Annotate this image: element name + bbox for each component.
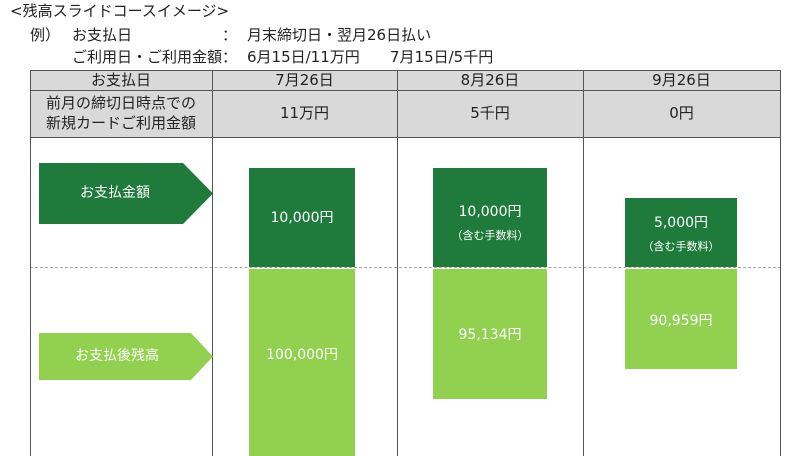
col-border <box>397 70 398 456</box>
row-header-usage: 前月の締切日時点での 新規カードご利用金額 <box>30 93 212 133</box>
header-row-dates <box>30 70 781 91</box>
usage-cell-aug: 5千円 <box>470 104 510 122</box>
payment-date-value: 月末締切日・翌月26日払い <box>247 26 432 44</box>
payment-row-label: お支払金額 <box>39 163 213 224</box>
usage-label: ご利用日・ご利用金額 <box>72 48 223 66</box>
payment-note-aug: （含む手数料） <box>451 229 529 242</box>
page-title: <残高スライドコースイメージ> <box>10 2 230 20</box>
balance-amount-jul: 100,000円 <box>266 347 338 363</box>
payment-row-label-text: お支払金額 <box>80 185 150 201</box>
payment-box-jul: 10,000円 <box>249 168 355 267</box>
date-cell-jul: 7月26日 <box>275 71 334 89</box>
col-border <box>583 70 584 456</box>
payment-amount-aug: 10,000円 <box>458 204 522 220</box>
row-header-usage-line2: 新規カードご利用金額 <box>45 114 196 132</box>
balance-box-jul: 100,000円 <box>249 269 355 456</box>
row-divider <box>30 267 781 268</box>
balance-amount-aug: 95,134円 <box>458 327 522 343</box>
payment-date-label: お支払日 <box>72 26 133 44</box>
payment-amount-sep: 5,000円 <box>653 215 709 231</box>
col-border <box>212 70 213 456</box>
payment-note-sep: （含む手数料） <box>642 240 720 253</box>
usage-value-2: 7月15日/5千円 <box>390 48 494 66</box>
usage-value-1: 6月15日/11万円 <box>247 48 360 66</box>
payment-box-aug: 10,000円 （含む手数料） <box>433 168 547 267</box>
usage-cell-jul: 11万円 <box>279 104 330 122</box>
balance-row-label-text: お支払後残高 <box>75 348 159 364</box>
payment-box-sep: 5,000円 （含む手数料） <box>625 198 737 267</box>
col-header-payment-date: お支払日 <box>90 71 151 89</box>
balance-row-label: お支払後残高 <box>39 333 213 380</box>
date-cell-aug: 8月26日 <box>460 71 520 89</box>
usage-separator: ： <box>222 48 238 66</box>
date-cell-sep: 9月26日 <box>652 71 711 89</box>
col-border <box>780 70 781 456</box>
example-label: 例） <box>30 26 61 44</box>
row-header-usage-line1: 前月の締切日時点での <box>45 94 196 112</box>
balance-box-sep: 90,959円 <box>625 269 737 369</box>
col-border <box>30 70 31 456</box>
chevron-right-arrow-icon <box>39 333 213 380</box>
chevron-right-arrow-icon <box>39 163 213 224</box>
payment-date-separator: ： <box>222 26 238 44</box>
balance-box-aug: 95,134円 <box>433 269 547 399</box>
payment-amount-jul: 10,000円 <box>270 210 334 226</box>
balance-amount-sep: 90,959円 <box>649 313 713 329</box>
slide-course-table: お支払日 7月26日 8月26日 9月26日 前月の締切日時点での 新規カードご… <box>30 70 781 456</box>
header-row-usage <box>30 90 781 138</box>
usage-cell-sep: 0円 <box>669 104 694 122</box>
